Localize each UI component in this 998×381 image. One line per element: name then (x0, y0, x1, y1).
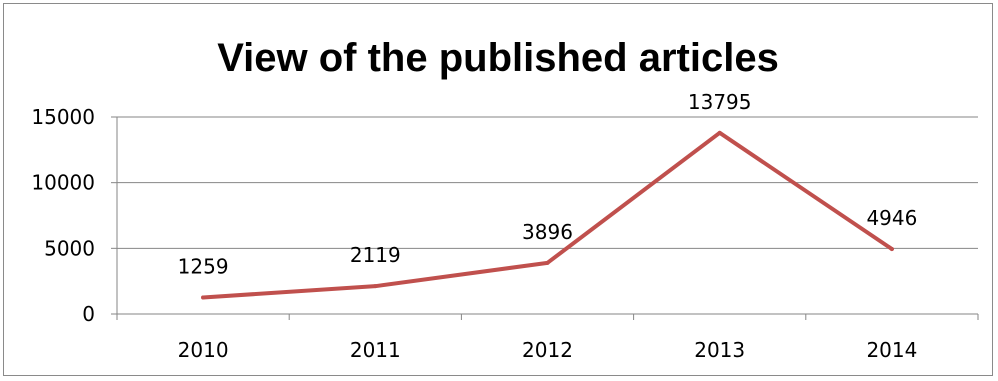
data-label: 13795 (688, 90, 752, 114)
x-tick-label: 2013 (694, 338, 745, 362)
data-point (717, 130, 722, 135)
data-point (889, 247, 894, 252)
x-tick-label: 2014 (866, 338, 917, 362)
data-point (545, 260, 550, 265)
data-label: 2119 (350, 243, 401, 267)
y-tick-label: 5000 (44, 236, 95, 260)
x-tick-label: 2012 (522, 338, 573, 362)
y-tick-label: 15000 (31, 105, 95, 129)
chart-title: View of the published articles (217, 36, 779, 80)
data-label: 3896 (522, 220, 573, 244)
data-label: 4946 (866, 206, 917, 230)
y-tick-label: 10000 (31, 171, 95, 195)
series-line (201, 130, 894, 300)
x-tick-label: 2011 (350, 338, 401, 362)
data-point (201, 295, 206, 300)
x-tick-label: 2010 (178, 338, 229, 362)
data-label: 1259 (178, 254, 229, 278)
data-point (373, 284, 378, 289)
y-tick-label: 0 (82, 302, 95, 326)
